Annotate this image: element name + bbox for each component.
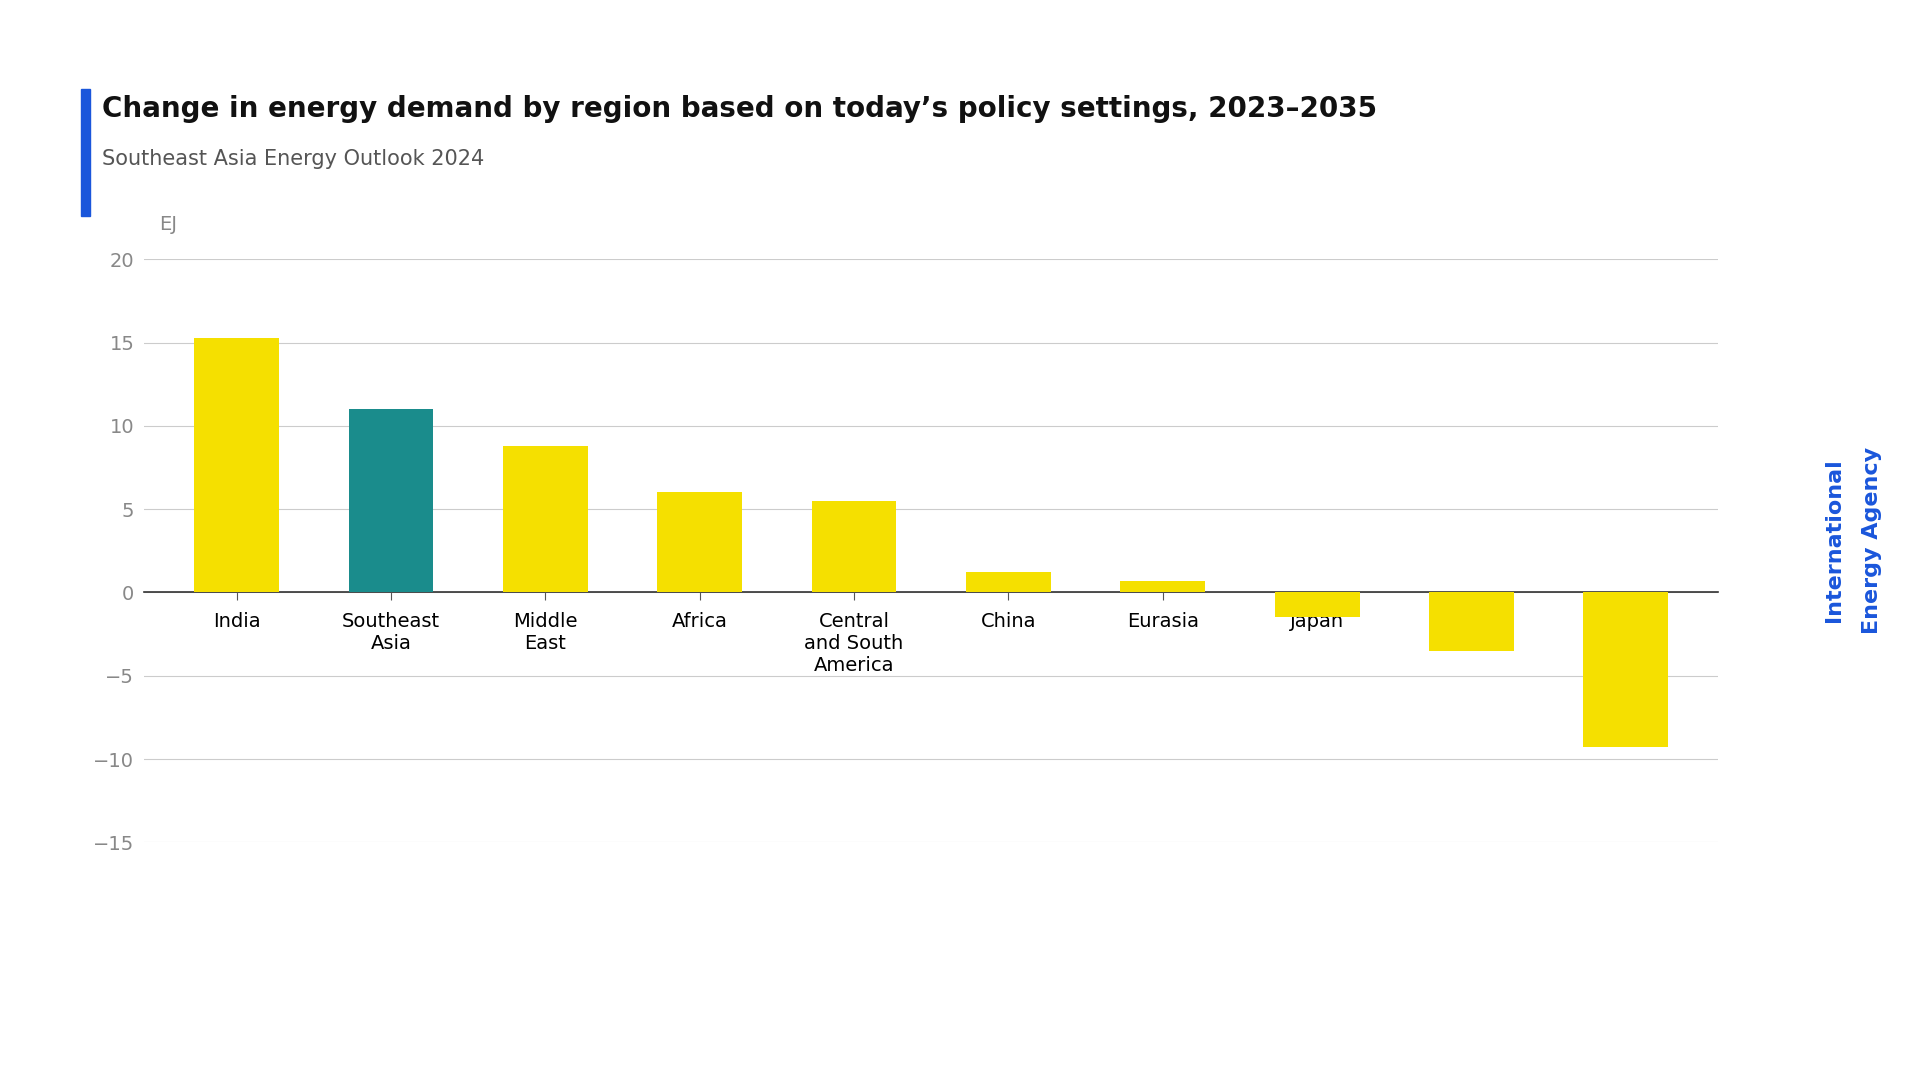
Bar	[1275, 593, 1359, 618]
Bar	[812, 501, 897, 593]
Bar	[194, 338, 278, 593]
Bar	[657, 492, 743, 593]
Text: Energy Agency: Energy Agency	[1862, 446, 1882, 634]
Bar	[966, 572, 1050, 593]
Text: International: International	[1824, 458, 1843, 622]
Bar	[1428, 593, 1513, 651]
Bar	[1119, 581, 1206, 593]
Bar	[349, 409, 434, 593]
Text: Change in energy demand by region based on today’s policy settings, 2023–2035: Change in energy demand by region based …	[102, 95, 1377, 123]
Text: Southeast Asia Energy Outlook 2024: Southeast Asia Energy Outlook 2024	[102, 149, 484, 170]
Text: EJ: EJ	[159, 215, 177, 234]
Bar	[503, 446, 588, 593]
Bar	[1584, 593, 1668, 747]
